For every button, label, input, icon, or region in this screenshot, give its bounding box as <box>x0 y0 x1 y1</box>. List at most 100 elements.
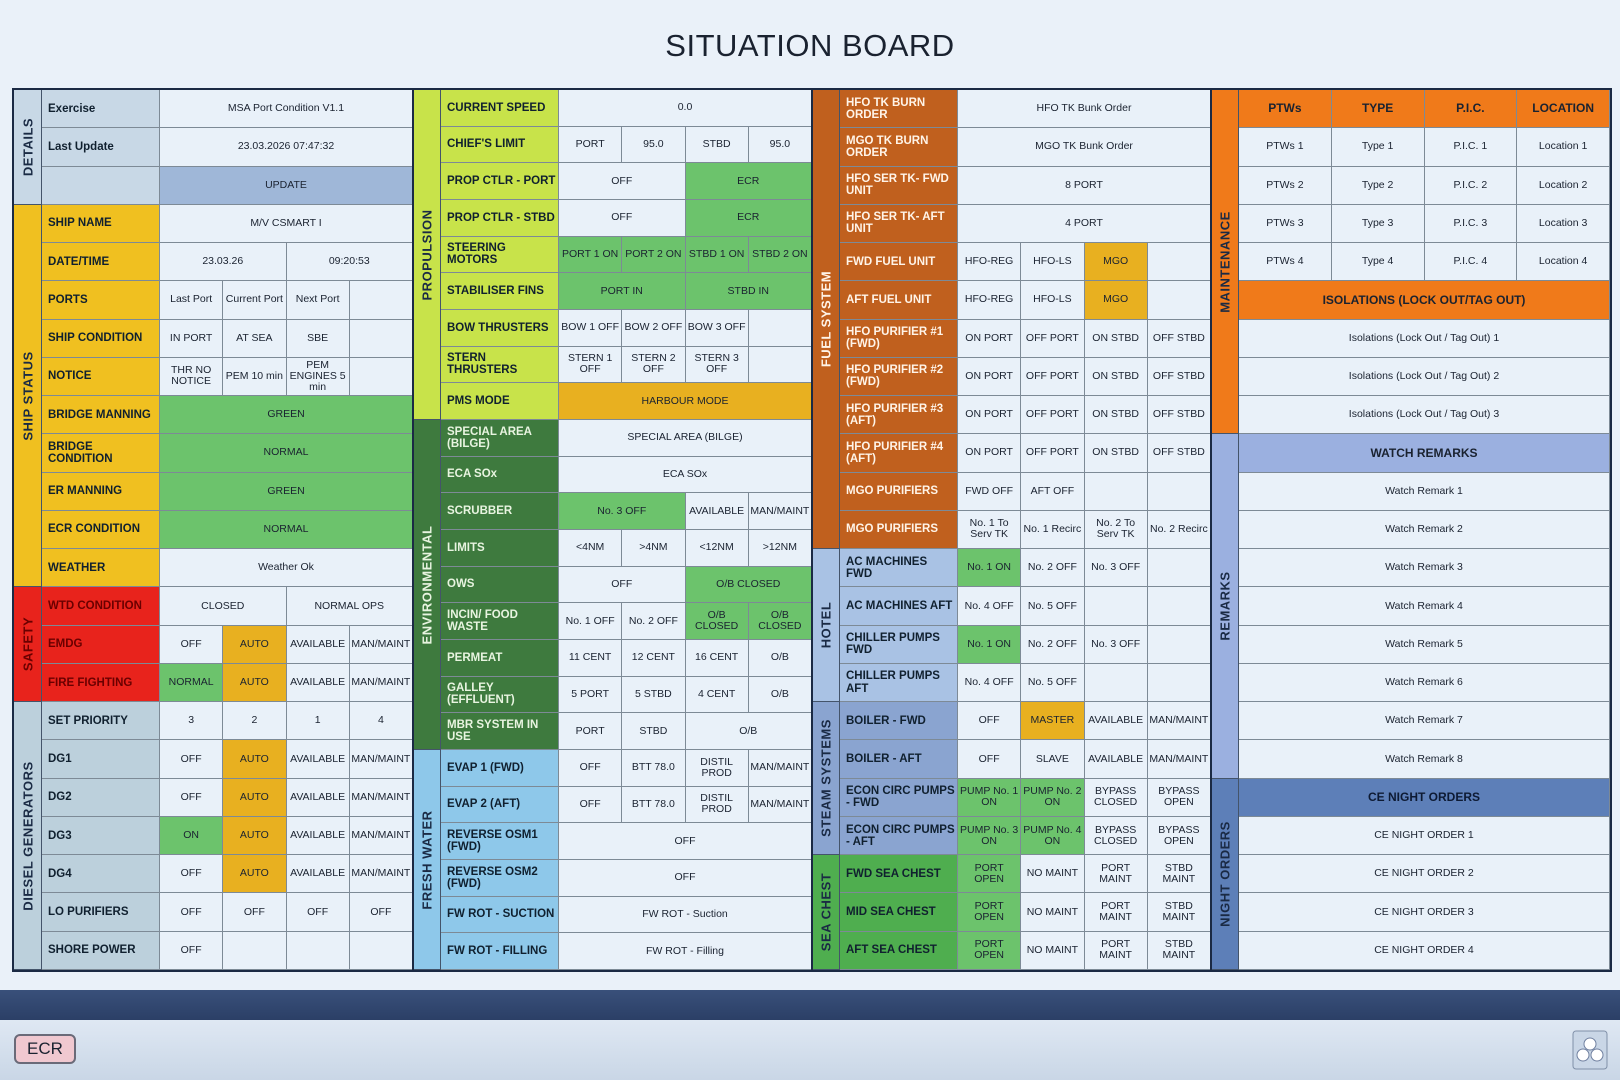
cell: SLAVE <box>1021 740 1085 779</box>
cell: AVAILABLE <box>286 625 350 664</box>
row-label: FW ROT - SUCTION <box>441 896 559 934</box>
cell: No. 1 Recirc <box>1021 510 1085 550</box>
row-label: FWD FUEL UNIT <box>840 243 958 282</box>
cell: No. 2 OFF <box>1021 625 1085 664</box>
cell: OFF STBD <box>1147 357 1211 397</box>
cell: 95.0 <box>622 126 686 164</box>
cell: BYPASS CLOSED <box>1084 816 1148 856</box>
cell: Watch Remark 7 <box>1239 702 1610 741</box>
row-label: ECR CONDITION <box>42 510 160 550</box>
header-cell: ISOLATIONS (LOCK OUT/TAG OUT) <box>1239 281 1610 320</box>
cell: CE NIGHT ORDER 4 <box>1239 931 1610 970</box>
row-label: BOILER - AFT <box>840 740 958 779</box>
row-label: SPECIAL AREA (BILGE) <box>441 420 559 457</box>
cell: >4NM <box>622 530 686 567</box>
row-label: DG4 <box>42 855 160 894</box>
status-cell: No. 3 OFF <box>559 493 686 530</box>
status-cell: NORMAL <box>160 663 224 703</box>
cell: OFF PORT <box>1021 434 1085 473</box>
status-cell: STBD IN <box>685 273 812 310</box>
row-label: DG3 <box>42 816 160 856</box>
section-strip: SEA CHEST <box>812 855 840 970</box>
status-cell: PORT OPEN <box>958 931 1022 970</box>
cell: HFO TK Bunk Order <box>958 90 1211 129</box>
cell: 5 PORT <box>559 676 623 714</box>
board-grid: DETAILS Exercise MSA Port Condition V1.1 La… <box>12 88 1612 972</box>
cell: 16 CENT <box>685 640 749 677</box>
fan-icon[interactable] <box>1572 1030 1608 1070</box>
status-cell: AUTO <box>223 778 287 817</box>
cell: DISTIL PROD <box>685 750 749 787</box>
empty-cell <box>349 319 413 358</box>
cell: 4 PORT <box>958 204 1211 244</box>
cell: CE NIGHT ORDER 1 <box>1239 816 1610 856</box>
cell: PTWs 1 <box>1239 128 1332 167</box>
cell: NO MAINT <box>1021 893 1085 932</box>
cell: OFF <box>958 702 1022 741</box>
cell: IN PORT <box>160 319 224 358</box>
cell: AVAILABLE <box>286 855 350 894</box>
row-label: STERN THRUSTERS <box>441 346 559 384</box>
section-strip: NIGHT ORDERS <box>1211 778 1239 970</box>
cell: MAN/MAINT <box>349 740 413 779</box>
cell: FWD OFF <box>958 472 1022 511</box>
cell: PORT MAINT <box>1084 931 1148 970</box>
cell: OFF <box>286 893 350 932</box>
section-name: SEA CHEST <box>818 872 833 952</box>
section-name: PROPULSION <box>419 209 434 300</box>
section-strip: SAFETY <box>14 587 42 703</box>
cell: OFF PORT <box>1021 319 1085 358</box>
status-cell: ECR <box>685 200 812 237</box>
cell: <12NM <box>685 530 749 567</box>
cell: STERN 2 OFF <box>622 346 686 384</box>
cell: BYPASS CLOSED <box>1084 778 1148 817</box>
cell: OFF <box>559 200 686 237</box>
cell: Isolations (Lock Out / Tag Out) 3 <box>1239 396 1610 435</box>
cell: PTWs 3 <box>1239 204 1332 244</box>
status-cell: O/B CLOSED <box>685 566 812 604</box>
cell: STERN 1 OFF <box>559 346 623 384</box>
row-label: ECA SOx <box>441 456 559 494</box>
cell: 09:20:53 <box>286 243 413 282</box>
cell: OFF <box>160 778 224 817</box>
cell: 5 STBD <box>622 676 686 714</box>
cell: NO MAINT <box>1021 855 1085 894</box>
row-label: STABILISER FINS <box>441 273 559 310</box>
cell: ON PORT <box>958 396 1022 435</box>
cell: AVAILABLE <box>1084 702 1148 741</box>
status-cell: NORMAL <box>160 510 413 550</box>
header-cell: PTWs <box>1239 90 1332 129</box>
status-cell: AUTO <box>223 740 287 779</box>
row-label: EVAP 2 (AFT) <box>441 786 559 824</box>
cell: MAN/MAINT <box>748 493 812 530</box>
cell: PEM 10 min <box>223 357 287 397</box>
section-name: MAINTENANCE <box>1217 210 1232 313</box>
column-divider <box>412 90 414 970</box>
footer-bar <box>0 1020 1620 1080</box>
cell: 11 CENT <box>559 640 623 677</box>
cell: OFF <box>160 893 224 932</box>
cell: 1 <box>286 702 350 741</box>
cell: No. 1 To Serv TK <box>958 510 1022 550</box>
board-title: SITUATION BOARD <box>665 28 955 63</box>
cell: OFF <box>160 855 224 894</box>
section-name: ENVIRONMENTAL <box>419 525 434 644</box>
cell: Last Port <box>160 281 224 320</box>
ecr-button[interactable]: ECR <box>14 1034 76 1064</box>
row-label: HFO SER TK- AFT UNIT <box>840 204 958 244</box>
cell: STBD MAINT <box>1147 855 1211 894</box>
row-label: FWD SEA CHEST <box>840 855 958 894</box>
section-strip: STEAM SYSTEMS <box>812 702 840 856</box>
section-name: STEAM SYSTEMS <box>818 719 833 838</box>
section-strip: DETAILS <box>14 90 42 205</box>
status-cell: No. 1 ON <box>958 625 1022 664</box>
row-label: HFO TK BURN ORDER <box>840 90 958 129</box>
cell: BOW 1 OFF <box>559 310 623 347</box>
status-cell: UPDATE <box>160 166 413 205</box>
cell: Watch Remark 3 <box>1239 549 1610 588</box>
cell: Watch Remark 6 <box>1239 663 1610 703</box>
row-label: PROP CTLR - PORT <box>441 163 559 200</box>
cell: No. 2 OFF <box>622 603 686 640</box>
cell: Type 1 <box>1331 128 1425 167</box>
